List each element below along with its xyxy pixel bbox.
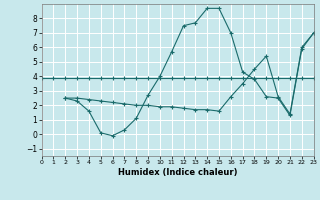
X-axis label: Humidex (Indice chaleur): Humidex (Indice chaleur)	[118, 168, 237, 177]
